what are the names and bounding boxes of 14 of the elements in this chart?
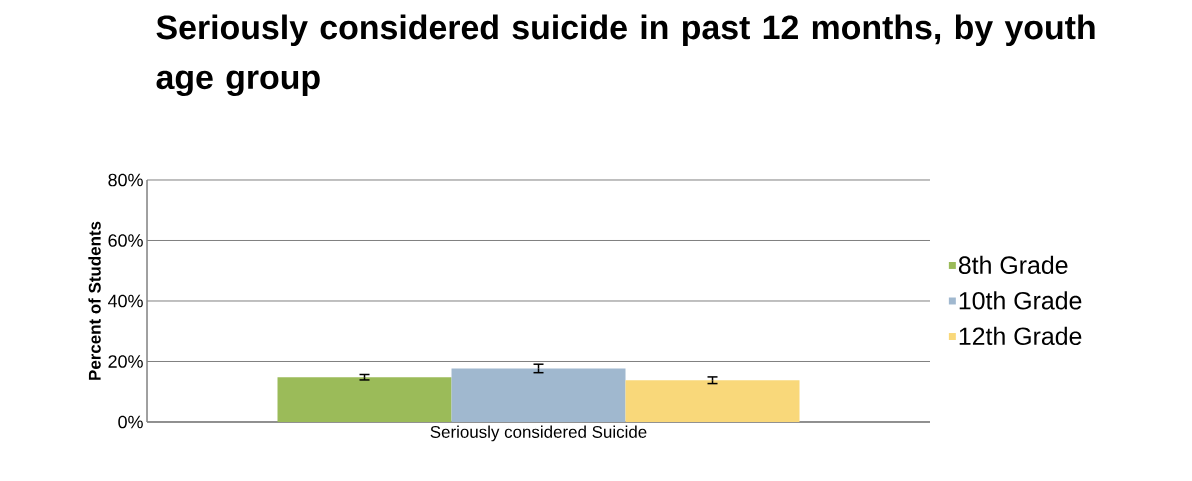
y-tick-label: 20% [108, 355, 143, 368]
bar [277, 377, 452, 422]
x-tick-label: Seriously considered Suicide [430, 425, 647, 442]
y-tick-label: 40% [108, 294, 143, 308]
legend-label: 10th Grade [959, 291, 1082, 310]
bar [451, 368, 626, 422]
legend-label: 8th Grade [958, 255, 1068, 274]
legend-label: 12th Grade [959, 326, 1082, 346]
y-tick-label: 0% [118, 415, 143, 429]
bar [625, 380, 800, 422]
y-axis-title: Percent of Students [88, 221, 101, 380]
y-tick-label: 80% [108, 173, 143, 187]
y-tick-label: 60% [108, 234, 143, 247]
chart-title: Seriously considered suicide in past 12 months, by youth age group [156, 14, 1095, 97]
